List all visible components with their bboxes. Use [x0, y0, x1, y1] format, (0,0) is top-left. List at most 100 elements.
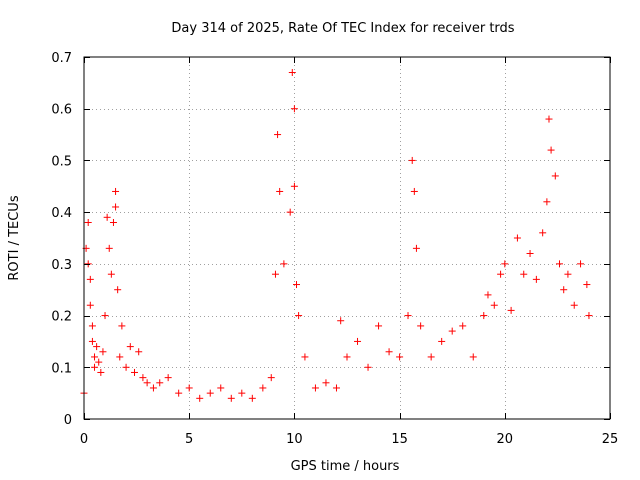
data-point	[408, 156, 416, 164]
data-point	[290, 105, 298, 113]
data-point	[532, 275, 540, 283]
x-tick-label: 20	[497, 432, 514, 447]
data-point	[259, 384, 267, 392]
data-point	[95, 358, 103, 366]
data-point	[396, 353, 404, 361]
data-point	[143, 379, 151, 387]
data-point	[88, 322, 96, 330]
data-point	[103, 213, 111, 221]
data-points	[80, 69, 593, 402]
data-point	[583, 281, 591, 289]
data-point	[480, 312, 488, 320]
data-point	[585, 312, 593, 320]
data-point	[109, 218, 117, 226]
x-tick-label: 15	[391, 432, 408, 447]
data-point	[343, 353, 351, 361]
y-tick-label: 0.4	[51, 206, 72, 221]
data-point	[497, 270, 505, 278]
data-point	[86, 275, 94, 283]
data-point	[570, 301, 578, 309]
data-point	[84, 218, 92, 226]
data-point	[295, 312, 303, 320]
data-point	[417, 322, 425, 330]
data-point	[105, 244, 113, 252]
data-point	[276, 187, 284, 195]
data-point	[427, 353, 435, 361]
chart-title: Day 314 of 2025, Rate Of TEC Index for r…	[171, 21, 514, 36]
data-point	[122, 363, 130, 371]
data-point	[560, 286, 568, 294]
data-point	[412, 244, 420, 252]
y-tick-label: 0.3	[51, 258, 72, 273]
data-point	[543, 198, 551, 206]
data-point	[448, 327, 456, 335]
data-point	[227, 394, 235, 402]
x-tick-label: 10	[286, 432, 303, 447]
data-point	[101, 312, 109, 320]
y-tick-label: 0.2	[51, 310, 72, 325]
data-point	[130, 368, 138, 376]
data-point	[114, 286, 122, 294]
x-axis-label: GPS time / hours	[291, 459, 400, 474]
data-point	[564, 270, 572, 278]
data-point	[93, 343, 101, 351]
y-tick-label: 0.7	[51, 51, 72, 66]
data-point	[490, 301, 498, 309]
data-point	[322, 379, 330, 387]
data-point	[459, 322, 467, 330]
data-point	[196, 394, 204, 402]
data-point	[139, 374, 147, 382]
data-point	[185, 384, 193, 392]
y-axis-label: ROTI / TECUs	[7, 195, 22, 280]
data-point	[551, 172, 559, 180]
data-point	[288, 69, 296, 77]
data-point	[126, 343, 134, 351]
data-point	[84, 260, 92, 268]
data-point	[364, 363, 372, 371]
y-tick-label: 0.6	[51, 103, 72, 118]
data-point	[507, 306, 515, 314]
data-point	[545, 115, 553, 123]
data-point	[501, 260, 509, 268]
axis-layer: 0 5 10 15 20 25 0 0.1 0.2 0.3 0.4 0.5 0.6 0.7	[51, 51, 618, 447]
data-point	[107, 270, 115, 278]
grid-layer	[84, 57, 610, 419]
data-point	[469, 353, 477, 361]
x-tick-label: 5	[185, 432, 193, 447]
plot-frame	[83, 56, 611, 420]
data-point	[332, 384, 340, 392]
data-point	[556, 260, 564, 268]
x-tick-label: 25	[602, 432, 619, 447]
data-point	[175, 389, 183, 397]
data-point	[97, 368, 105, 376]
data-point	[217, 384, 225, 392]
data-point	[149, 384, 157, 392]
data-point	[484, 291, 492, 299]
data-point	[539, 229, 547, 237]
data-point	[112, 187, 120, 195]
data-point	[206, 389, 214, 397]
y-tick-label: 0.1	[51, 361, 72, 376]
data-point	[248, 394, 256, 402]
data-point	[577, 260, 585, 268]
data-point	[526, 250, 534, 258]
data-point	[267, 374, 275, 382]
x-tick-label: 0	[80, 432, 88, 447]
data-point	[410, 187, 418, 195]
data-point	[513, 234, 521, 242]
data-point	[91, 363, 99, 371]
y-tick-label: 0.5	[51, 154, 72, 169]
data-point	[156, 379, 164, 387]
data-point	[135, 348, 143, 356]
data-point	[301, 353, 309, 361]
data-point	[88, 337, 96, 345]
data-point	[438, 337, 446, 345]
data-point	[404, 312, 412, 320]
data-point	[520, 270, 528, 278]
data-point	[311, 384, 319, 392]
data-point	[286, 208, 294, 216]
data-point	[375, 322, 383, 330]
data-point	[164, 374, 172, 382]
data-point	[290, 182, 298, 190]
